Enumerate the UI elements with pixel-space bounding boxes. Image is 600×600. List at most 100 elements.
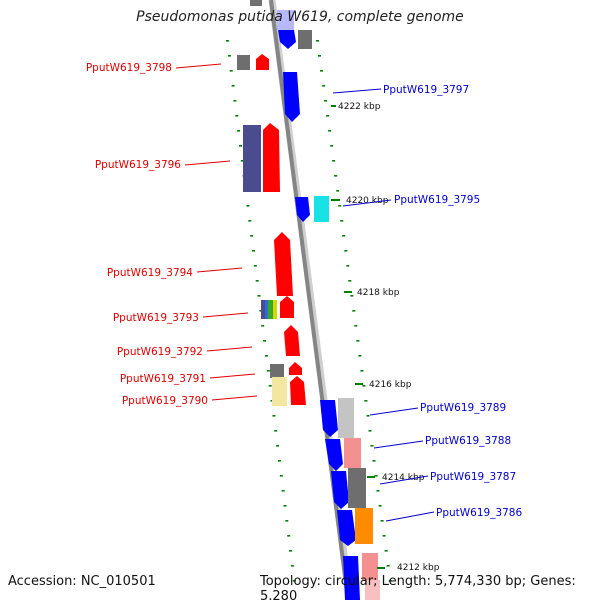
guide-dot xyxy=(285,520,289,522)
leader-line xyxy=(209,373,256,379)
gene-arrow-3795 xyxy=(295,197,310,222)
guide-dot xyxy=(328,130,332,132)
guide-dot xyxy=(382,535,386,537)
leader-line xyxy=(385,511,435,522)
guide-dot xyxy=(261,325,265,327)
green-dotted-guide-left xyxy=(226,40,296,582)
guide-dot xyxy=(322,85,326,87)
leader-line xyxy=(202,312,249,318)
guide-dot xyxy=(287,535,291,537)
gene-block-bottom-pink xyxy=(362,553,378,580)
gene-arrow-3796 xyxy=(263,123,280,192)
gene-arrow-3794 xyxy=(274,232,293,296)
reverse-genes xyxy=(277,10,380,600)
guide-dot xyxy=(346,265,350,267)
guide-dot xyxy=(226,40,229,42)
guide-dot xyxy=(336,190,340,192)
gene-block-3795-cyan xyxy=(314,196,329,222)
guide-dot xyxy=(257,295,261,297)
guide-dot xyxy=(250,235,254,237)
gene-arrow-3790 xyxy=(290,376,306,405)
gene-label-3792: PputW619_3792 xyxy=(117,346,203,358)
gene-block-3789-lightgray xyxy=(338,398,354,438)
guide-dot xyxy=(376,490,380,492)
guide-dot xyxy=(330,145,334,147)
guide-dot xyxy=(356,340,360,342)
tick-label: 4218 kbp xyxy=(357,288,400,298)
gene-block-bottom-lightpink xyxy=(365,580,380,600)
guide-dot xyxy=(239,145,242,147)
guide-dot xyxy=(372,460,376,462)
gene-arrow-3797 xyxy=(283,72,300,122)
guide-dot xyxy=(362,385,366,387)
gene-arrow-3791 xyxy=(289,362,302,375)
guide-dot xyxy=(264,355,268,357)
guide-dot xyxy=(384,550,388,552)
gene-label-3786: PputW619_3786 xyxy=(436,507,522,519)
leader-line xyxy=(196,267,243,273)
gene-block-3793-blue xyxy=(265,300,268,319)
guide-dot xyxy=(246,205,250,207)
topology-text: Topology: circular; Length: 5,774,330 bp… xyxy=(260,574,576,600)
leader-line xyxy=(342,199,392,207)
guide-dot xyxy=(374,475,378,477)
tick-labels: 4222 kbp 4220 kbp 4218 kbp 4216 kbp 4214… xyxy=(338,102,440,573)
guide-dot xyxy=(252,250,255,252)
guide-dot xyxy=(386,565,390,567)
guide-dot xyxy=(368,430,372,432)
gene-label-3798: PputW619_3798 xyxy=(86,62,172,74)
guide-dot xyxy=(324,100,328,102)
guide-dot xyxy=(263,340,267,342)
guide-dot xyxy=(259,310,263,312)
accession-text: Accession: NC_010501 xyxy=(8,574,156,589)
gene-block xyxy=(250,0,262,6)
guide-dot xyxy=(380,520,384,522)
gene-label-3794: PputW619_3794 xyxy=(107,267,193,279)
gene-block-3793-yellow xyxy=(273,300,277,319)
leader-line xyxy=(332,88,382,94)
guide-dot xyxy=(340,220,344,222)
guide-dot xyxy=(364,400,368,402)
gene-arrow-3788 xyxy=(325,439,343,471)
leader-line xyxy=(373,440,424,449)
tick-label: 4212 kbp xyxy=(397,563,440,573)
gene-label-3789: PputW619_3789 xyxy=(420,402,506,414)
gene-block-3791-gray xyxy=(270,364,284,378)
leader-line xyxy=(379,475,429,485)
guide-dot xyxy=(342,235,346,237)
tick-label: 4214 kbp xyxy=(382,473,425,483)
guide-dot xyxy=(227,55,231,57)
gene-label-3797: PputW619_3797 xyxy=(383,84,469,96)
leader-line xyxy=(211,395,258,401)
gene-block-3790-cream xyxy=(272,377,287,406)
gene-block-3793-green xyxy=(268,300,273,319)
guide-dot xyxy=(290,565,294,567)
gene-arrow-bottom xyxy=(343,556,360,600)
guide-dot xyxy=(352,310,356,312)
guide-dot xyxy=(316,40,319,42)
gene-block-3787-gray xyxy=(348,468,366,508)
guide-dot xyxy=(338,205,342,207)
gene-label-3788: PputW619_3788 xyxy=(425,435,511,447)
leader-line xyxy=(175,63,222,69)
guide-dot xyxy=(255,280,259,282)
reverse-gene-labels: PputW619_3797 PputW619_3795 PputW619_378… xyxy=(383,84,522,519)
guide-dot xyxy=(253,265,257,267)
guide-dot xyxy=(360,370,364,372)
guide-dot xyxy=(378,505,382,507)
guide-dot xyxy=(272,415,276,417)
guide-dot xyxy=(332,160,336,162)
guide-dot xyxy=(354,325,358,327)
forward-genes xyxy=(237,0,306,406)
genome-title: Pseudomonas putida W619, complete genome xyxy=(136,9,464,25)
guide-dot xyxy=(388,580,392,582)
gene-arrow-3787 xyxy=(331,471,349,509)
guide-dot xyxy=(266,370,270,372)
guide-dot xyxy=(268,385,272,387)
gene-arrow-3789 xyxy=(320,400,338,437)
leader-line xyxy=(206,346,253,352)
guide-dot xyxy=(318,55,321,57)
gene-block-3788-pink xyxy=(344,438,361,468)
